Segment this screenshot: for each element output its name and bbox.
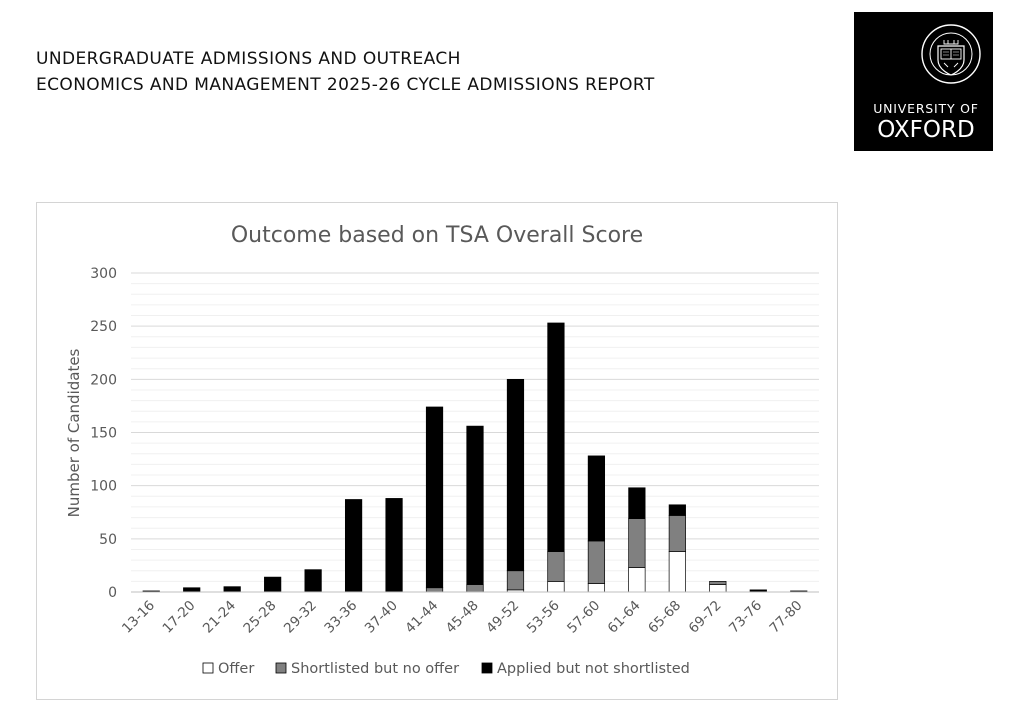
bar-segment-shortlisted-but-no-offer (425, 587, 444, 593)
x-tick-label: 69-72 (686, 598, 725, 637)
bar-segment-shortlisted-but-no-offer (668, 515, 686, 552)
x-tick-label: 13-16 (119, 598, 158, 637)
bar-segment-shortlisted-but-no-offer (547, 551, 565, 582)
logo-line1: UNIVERSITY OF (873, 101, 979, 116)
legend-swatch (202, 662, 214, 674)
y-tick-label: 250 (90, 319, 117, 335)
x-tick-label: 45-48 (443, 598, 482, 637)
chart-panel: Outcome based on TSA Overall Score 0 50 10… (36, 202, 838, 700)
x-tick-label: 37-40 (362, 598, 401, 637)
bar-segment-applied-but-not-shortlisted (385, 498, 403, 593)
x-tick-label: 25-28 (240, 598, 279, 637)
bar-segment-offer (709, 584, 727, 593)
bar-segment-shortlisted-but-no-offer (466, 584, 484, 593)
bar-segment-applied-but-not-shortlisted (547, 322, 565, 552)
bar-segment-applied-but-not-shortlisted (425, 406, 444, 589)
bar-segment-applied-but-not-shortlisted (466, 425, 484, 585)
bar-segment-applied-but-not-shortlisted (668, 504, 686, 516)
legend-label: Offer (218, 661, 254, 677)
x-tick-label: 17-20 (159, 598, 198, 637)
stacked-bar-chart: Outcome based on TSA Overall Score 0 50 10… (65, 223, 819, 677)
x-tick-label: 53-56 (524, 598, 563, 637)
logo-line2: OXFORD (877, 117, 974, 143)
y-tick-label: 50 (99, 532, 117, 548)
y-tick-label: 100 (90, 479, 117, 495)
legend-swatch (275, 662, 287, 674)
x-tick-label: 57-60 (564, 598, 603, 637)
x-tick-label: 73-76 (726, 598, 765, 637)
x-tick-label: 41-44 (402, 598, 441, 637)
x-tick-label: 65-68 (645, 598, 684, 637)
bar-segment-applied-but-not-shortlisted (344, 499, 363, 593)
y-tick-label: 200 (90, 372, 117, 388)
x-tick-label: 77-80 (767, 598, 806, 637)
bar-segment-offer (587, 583, 606, 593)
x-axis: 13-16 17-20 21-24 25-28 29-32 33-36 37-40 41-44… (119, 591, 819, 637)
y-tick-label: 300 (90, 266, 117, 282)
bar-segment-shortlisted-but-no-offer (709, 581, 727, 585)
report-header-line2: ECONOMICS AND MANAGEMENT 2025-26 CYCLE A… (36, 75, 655, 95)
bar-segment-shortlisted-but-no-offer (506, 570, 525, 591)
university-logo: UNIVERSITY OF OXFORD (854, 12, 993, 151)
y-axis-label: Number of Candidates (65, 348, 83, 517)
x-tick-label: 29-32 (281, 598, 320, 637)
y-tick-label: 150 (90, 426, 117, 442)
bar-segment-shortlisted-but-no-offer (587, 540, 606, 584)
bar-segment-offer (628, 567, 646, 593)
bar-segment-offer (547, 581, 565, 593)
bar-segment-applied-but-not-shortlisted (264, 576, 282, 593)
bar-segment-applied-but-not-shortlisted (587, 455, 606, 542)
bar-segment-applied-but-not-shortlisted (223, 586, 241, 593)
oxford-crest-icon: UNIVERSITY OF OXFORD (873, 24, 981, 143)
legend-label: Applied but not shortlisted (497, 661, 690, 677)
bar-segment-applied-but-not-shortlisted (304, 569, 322, 593)
y-axis: 0 50 100 150 200 250 300 (90, 266, 117, 601)
x-tick-label: 21-24 (200, 598, 239, 637)
report-header-line1: UNDERGRADUATE ADMISSIONS AND OUTREACH (36, 49, 461, 69)
bar-segment-applied-but-not-shortlisted (183, 587, 201, 593)
x-tick-label: 61-64 (605, 598, 644, 637)
report-header: UNDERGRADUATE ADMISSIONS AND OUTREACH EC… (36, 46, 655, 98)
chart-legend: Offer Shortlisted but no offer Applied but… (202, 661, 690, 677)
bar-segment-applied-but-not-shortlisted (506, 378, 525, 572)
y-tick-label: 0 (108, 585, 117, 601)
legend-swatch (481, 662, 493, 674)
chart-bars (142, 322, 808, 593)
bar-segment-applied-but-not-shortlisted (628, 487, 646, 519)
chart-title: Outcome based on TSA Overall Score (231, 223, 643, 248)
legend-label: Shortlisted but no offer (291, 661, 459, 677)
x-tick-label: 33-36 (321, 598, 360, 637)
x-tick-label: 49-52 (483, 598, 522, 637)
bar-segment-offer (668, 551, 686, 593)
bar-segment-shortlisted-but-no-offer (628, 518, 646, 568)
